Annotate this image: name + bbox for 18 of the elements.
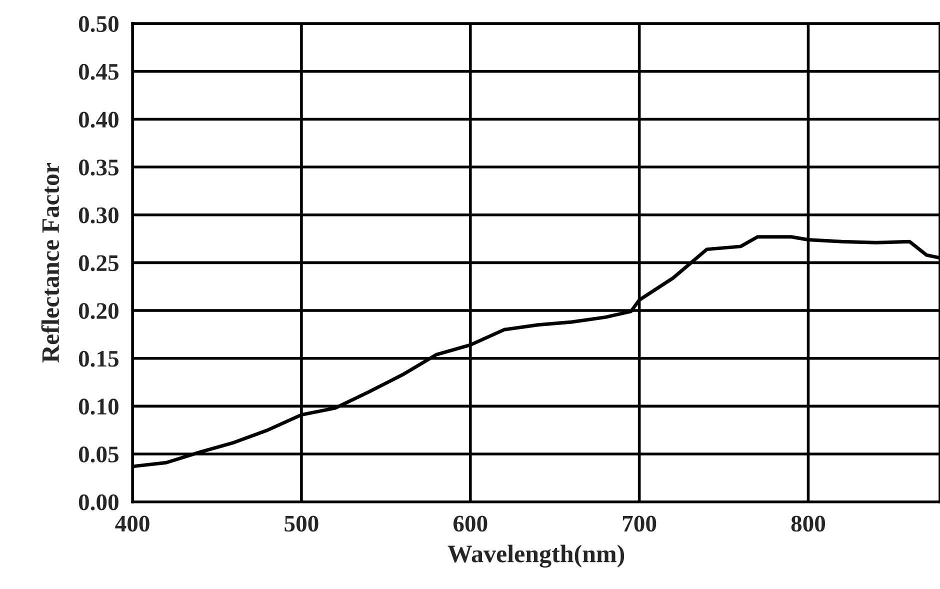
- x-tick-label: 700: [622, 516, 656, 532]
- y-axis-title: Reflectance Factor: [41, 162, 60, 363]
- x-axis-title: Wavelength(nm): [448, 544, 624, 568]
- y-tick-label: 0.35: [78, 160, 118, 176]
- y-tick-label: 0.20: [78, 303, 118, 320]
- x-tick-label: 400: [115, 516, 150, 532]
- x-tick-label: 500: [284, 516, 318, 532]
- x-tick-label: 600: [453, 516, 488, 532]
- y-tick-label: 0.45: [78, 64, 118, 80]
- y-tick-label: 0.30: [78, 207, 118, 224]
- y-tick-label: 0.15: [78, 350, 118, 367]
- y-tick-label: 0.40: [78, 112, 118, 128]
- y-tick-label: 0.25: [78, 255, 118, 272]
- x-tick-label: 800: [791, 516, 826, 532]
- y-tick-label: 0.05: [78, 446, 118, 463]
- y-tick-label: 0.10: [78, 398, 118, 415]
- y-tick-label: 0.00: [78, 494, 118, 510]
- y-tick-label: 0.50: [78, 16, 118, 32]
